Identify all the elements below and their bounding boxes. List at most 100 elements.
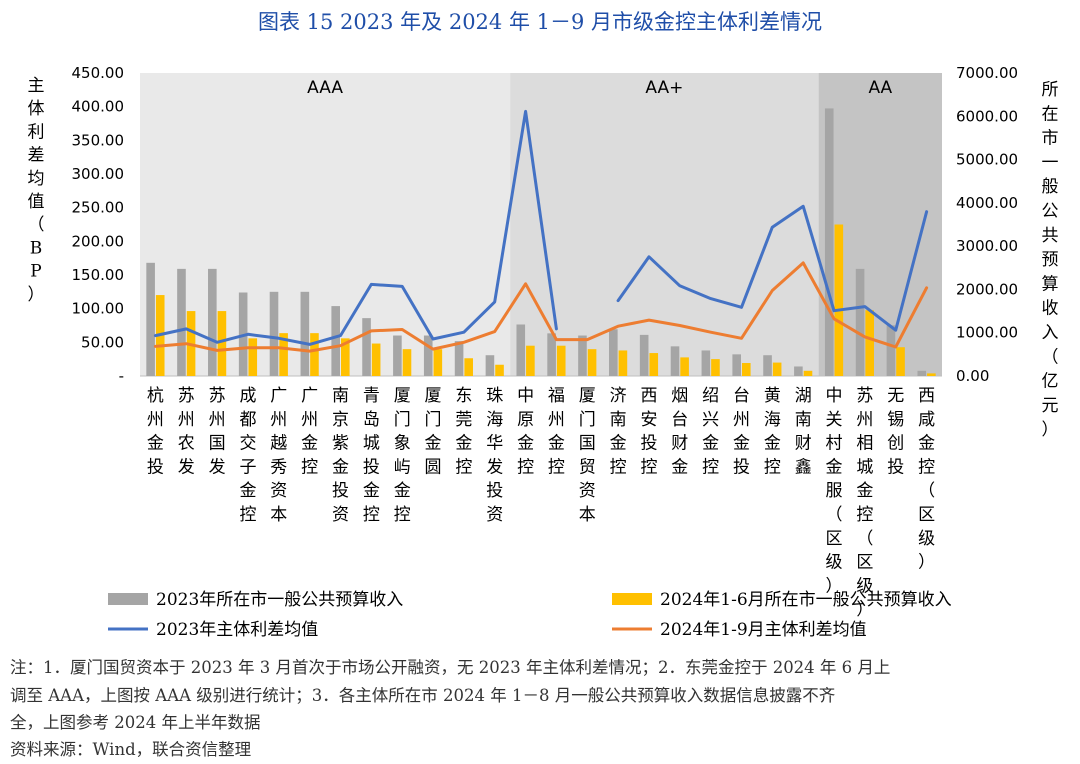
right-tick-label: 7000.00 — [956, 64, 1018, 82]
bar-revenue-2024h1 — [217, 311, 227, 376]
category-label: 中原金控 — [517, 386, 534, 477]
category-label: 厦门象屿金控 — [394, 386, 411, 525]
bar-revenue-2023 — [732, 354, 741, 376]
left-tick-label: 50.00 — [81, 333, 124, 351]
category-label: 珠海华发投资 — [486, 386, 503, 525]
footnote-line-2: 调至 AAA，上图按 AAA 级别进行统计；3．各主体所在市 2024 年 1－… — [10, 686, 836, 705]
legend-label: 2023年所在市一般公共预算收入 — [156, 590, 403, 610]
bar-revenue-2023 — [393, 335, 402, 376]
bar-revenue-2023 — [423, 335, 433, 376]
bar-revenue-2023 — [609, 329, 618, 376]
left-tick-label: 100.00 — [72, 300, 125, 318]
rating-band-label-1: AA+ — [645, 78, 683, 98]
bar-revenue-2023 — [146, 262, 155, 376]
category-label: 黄海金控 — [764, 386, 781, 477]
category-label: 苏州国发 — [209, 386, 226, 477]
bar-revenue-2024h1 — [402, 349, 412, 376]
category-label: 苏州农发 — [178, 386, 195, 477]
left-tick-label: 150.00 — [72, 266, 125, 284]
chart-title: 图表 15 2023 年及 2024 年 1－9 月市级金控主体利差情况 — [257, 10, 823, 34]
left-axis-title: 主体利差均值（ B P） — [28, 76, 45, 305]
bar-revenue-2024h1 — [248, 338, 258, 376]
legend-label: 2024年1-6月所在市一般公共预算收入 — [660, 590, 952, 610]
bar-revenue-2023 — [208, 268, 217, 376]
bar-revenue-2024h1 — [772, 362, 782, 376]
line-spread-2023 — [153, 109, 929, 346]
rating-band-label-0: AAA — [307, 78, 343, 98]
bar-revenue-2024h1 — [649, 353, 659, 376]
category-label: 杭州金投 — [147, 386, 164, 477]
bar-revenue-2024h1 — [526, 345, 535, 376]
bar-revenue-2023 — [300, 291, 310, 376]
rating-band-label-2: AA — [868, 78, 892, 98]
category-label: 台州金投 — [733, 386, 750, 477]
bar-revenue-2023 — [917, 370, 927, 376]
bar-revenue-2023 — [331, 306, 340, 376]
bar-revenue-2023 — [269, 291, 279, 376]
category-label: 苏州相城金控（区级） — [856, 386, 873, 620]
bar-revenue-2023 — [578, 335, 587, 376]
bar-revenue-2023 — [670, 346, 680, 376]
legend-swatch — [108, 593, 148, 605]
category-label: 厦门金圆 — [425, 386, 442, 477]
bar-revenue-2023 — [485, 355, 495, 376]
bar-revenue-2023 — [855, 268, 865, 376]
bar-revenue-2024h1 — [927, 373, 936, 376]
bar-revenue-2023 — [701, 350, 711, 376]
bar-revenue-2023 — [886, 325, 896, 376]
category-label: 西咸金控（区级） — [918, 386, 935, 573]
left-tick-label: 450.00 — [72, 64, 125, 82]
right-tick-label: 3000.00 — [956, 237, 1018, 255]
category-label: 广州越秀资本 — [270, 386, 287, 525]
footnote-line-3: 全，上图参考 2024 年上半年数据 — [10, 713, 261, 732]
bar-revenue-2024h1 — [371, 343, 381, 376]
bar-revenue-2023 — [763, 355, 772, 376]
right-tick-label: 2000.00 — [956, 280, 1018, 298]
bar-revenue-2023 — [547, 333, 556, 376]
bar-revenue-2023 — [639, 334, 649, 376]
category-label: 广州金控 — [301, 386, 318, 477]
footnote-line-1: 注：1．厦门国贸资本于 2023 年 3 月首次于市场公开融资，无 2023 年… — [10, 658, 891, 677]
legend-label: 2024年1-9月主体利差均值 — [660, 620, 867, 640]
category-label: 南京紫金投资 — [332, 386, 349, 525]
source-note: 资料来源：Wind，联合资信整理 — [10, 740, 252, 759]
bar-revenue-2024h1 — [433, 349, 443, 376]
category-label: 福州金控 — [548, 386, 565, 477]
bar-revenue-2023 — [454, 341, 464, 376]
bar-revenue-2023 — [824, 108, 834, 377]
bar-revenue-2023 — [794, 366, 803, 376]
line-spread-2024 — [153, 261, 929, 353]
bar-revenue-2024h1 — [711, 359, 720, 376]
legend-label: 2023年主体利差均值 — [156, 620, 318, 640]
bar-revenue-2024h1 — [310, 333, 319, 376]
left-tick-label: - — [119, 367, 124, 385]
bar-revenue-2024h1 — [341, 338, 350, 376]
rating-band-1 — [510, 73, 819, 376]
bar-revenue-2024h1 — [587, 349, 597, 376]
bar-revenue-2023 — [177, 268, 186, 376]
bar-revenue-2024h1 — [464, 358, 473, 376]
bar-revenue-2023 — [516, 324, 526, 376]
right-tick-label: 4000.00 — [956, 194, 1018, 212]
category-label: 绍兴金控 — [702, 386, 719, 477]
category-label: 成都交子金控 — [239, 386, 256, 525]
right-tick-label: 1000.00 — [956, 324, 1018, 342]
left-tick-label: 200.00 — [72, 232, 125, 250]
category-label: 厦门国贸资本 — [579, 386, 596, 525]
category-label: 青岛城投金控 — [363, 386, 380, 525]
bar-revenue-2024h1 — [279, 333, 288, 376]
bar-revenue-2024h1 — [495, 364, 504, 376]
bar-revenue-2024h1 — [865, 310, 874, 376]
category-label: 中关村金服（区级） — [826, 386, 843, 596]
bar-revenue-2024h1 — [618, 350, 628, 376]
right-tick-label: 6000.00 — [956, 107, 1018, 125]
left-tick-label: 300.00 — [72, 165, 125, 183]
bar-revenue-2024h1 — [834, 224, 844, 376]
legend-swatch — [612, 593, 652, 605]
category-label: 东莞金控 — [455, 386, 472, 477]
bar-revenue-2024h1 — [896, 347, 905, 376]
left-tick-label: 350.00 — [72, 131, 125, 149]
rating-band-0 — [140, 73, 511, 376]
right-axis-title: 所在市一般公共预算收入（亿元） — [1042, 80, 1059, 440]
